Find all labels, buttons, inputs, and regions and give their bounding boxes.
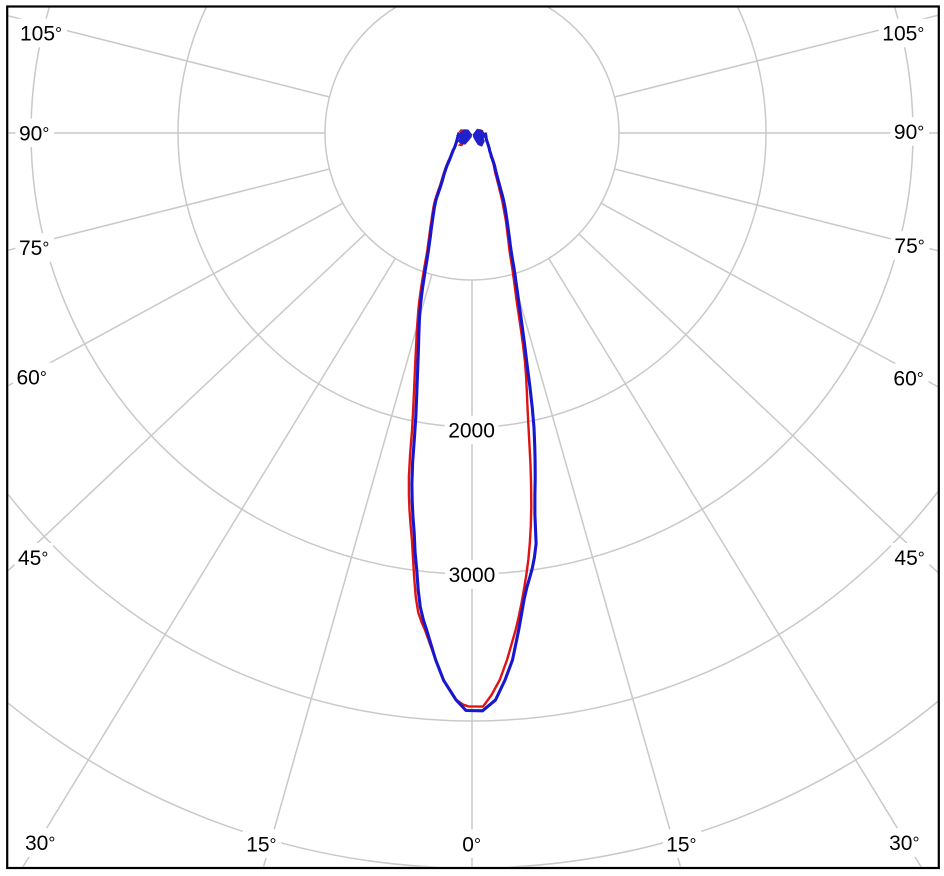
svg-text:75°: 75°: [19, 237, 49, 260]
svg-text:105°: 105°: [20, 23, 62, 46]
svg-text:75°: 75°: [894, 235, 924, 258]
svg-text:60°: 60°: [893, 368, 923, 391]
svg-text:30°: 30°: [25, 832, 55, 855]
svg-text:90°: 90°: [894, 121, 924, 144]
svg-text:15°: 15°: [246, 833, 276, 856]
svg-text:30°: 30°: [889, 832, 919, 855]
svg-text:15°: 15°: [666, 833, 696, 856]
svg-text:45°: 45°: [894, 547, 924, 570]
svg-text:3000: 3000: [449, 564, 496, 587]
svg-text:90°: 90°: [19, 122, 49, 145]
svg-text:105°: 105°: [882, 23, 924, 46]
svg-text:0°: 0°: [462, 833, 481, 856]
svg-text:2000: 2000: [448, 420, 495, 443]
svg-text:45°: 45°: [18, 547, 48, 570]
svg-text:60°: 60°: [17, 367, 47, 390]
